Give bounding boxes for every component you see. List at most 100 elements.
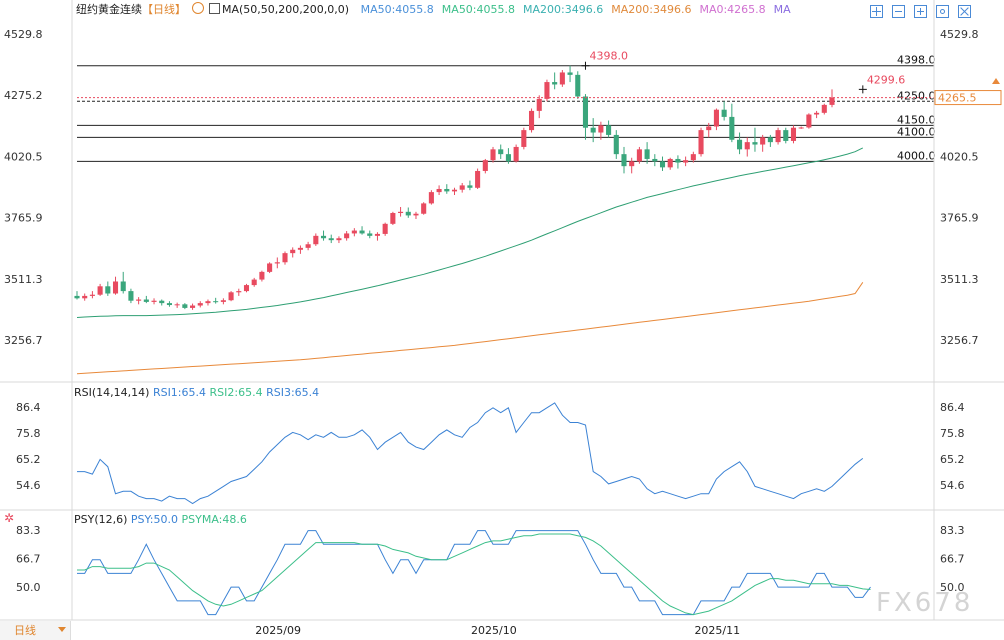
rsi-legend: RSI(14,14,14) RSI1:65.4 RSI2:65.4 RSI3:6… [74, 386, 319, 399]
candle-body [428, 192, 434, 204]
candle-body [744, 142, 750, 150]
psyma-value: PSYMA:48.6 [181, 513, 247, 526]
candle-body [760, 137, 766, 145]
candle-body [467, 185, 473, 188]
ma-value-5: MA [773, 3, 791, 16]
candle-body [544, 82, 550, 99]
candle-body [475, 170, 481, 188]
price-tick-left: 3256.7 [4, 334, 43, 347]
candle-body [683, 160, 689, 163]
candle-body [267, 263, 273, 272]
ma200-line [76, 282, 864, 375]
candle-body [120, 281, 126, 292]
candle-body [351, 230, 357, 234]
candle-body [652, 158, 658, 162]
candle-body [737, 139, 743, 150]
price-tick-right: 4529.8 [940, 28, 979, 41]
candle-body [136, 299, 142, 301]
candle-body [451, 189, 458, 192]
candle-body [505, 154, 511, 162]
candle-body [783, 130, 789, 141]
candle-body [259, 271, 265, 280]
candle-body [413, 213, 419, 216]
candle-body [398, 211, 404, 214]
rsi-tick-right: 65.2 [940, 453, 965, 466]
candle-body [482, 160, 488, 171]
dropdown-arrow-icon [58, 627, 66, 632]
candle-body [159, 300, 165, 304]
period-tab-label: 日线 [14, 624, 36, 637]
ma-params: MA(50,50,200,200,0,0) [222, 3, 350, 16]
candle-body [305, 244, 311, 248]
price-tick-right: 3765.9 [940, 212, 979, 225]
price-tick-right: 4020.5 [940, 150, 979, 163]
rsi-tick-left: 75.8 [16, 427, 41, 440]
candle-body [220, 300, 226, 302]
candle-body [713, 109, 719, 127]
indicator-gear-icon[interactable]: ✲ [4, 511, 15, 525]
candle-body [74, 295, 80, 299]
candle-body [328, 238, 334, 241]
crosshair-icon[interactable] [870, 5, 883, 18]
rsi-tick-left: 54.6 [16, 479, 41, 492]
psy-tick-left: 83.3 [16, 524, 41, 537]
x-axis-label: 2025/09 [255, 624, 301, 637]
period-tab[interactable]: 日线 [0, 621, 71, 640]
candle-body [174, 304, 180, 306]
rsi-tick-left: 65.2 [16, 453, 41, 466]
close-icon[interactable] [958, 5, 972, 18]
price-tick-left: 3765.9 [4, 212, 43, 225]
candle-body [790, 127, 797, 141]
ma-value-1: MA50:4055.8 [441, 3, 516, 16]
toolbar [870, 3, 972, 18]
candle-body [290, 249, 296, 254]
candle-body [636, 149, 642, 162]
price-tick-left: 4529.8 [4, 28, 43, 41]
psy-legend: PSY(12,6) PSY:50.0 PSYMA:48.6 [74, 513, 247, 526]
candle-body [698, 130, 704, 155]
candle-body [313, 235, 319, 245]
candle-body [82, 295, 88, 299]
rsi3-value: RSI3:65.4 [266, 386, 320, 399]
price-level-label: 4100.0 [897, 125, 936, 138]
candle-body [613, 134, 619, 155]
candle-body [236, 291, 242, 293]
candle-body [89, 294, 95, 296]
candle-body [798, 127, 804, 129]
rsi-title: RSI(14,14,14) [74, 386, 150, 399]
candle-body [598, 125, 604, 133]
candle-body [320, 235, 327, 239]
candle-body [367, 233, 373, 236]
candle-body [498, 149, 504, 155]
candle-body [359, 230, 365, 234]
candle-body [675, 158, 681, 163]
price-level-label: 4250.0 [897, 89, 936, 102]
candle-body [559, 72, 565, 85]
annotation-label: 4398.0 [589, 50, 628, 63]
psy-line [77, 530, 871, 616]
gear-icon[interactable] [936, 5, 950, 18]
candle-body [459, 185, 465, 190]
x-axis-label: 2025/10 [471, 624, 517, 637]
ma-toggle-icon[interactable] [209, 3, 220, 14]
candle-body [336, 238, 342, 241]
x-axis-label: 2025/11 [694, 624, 740, 637]
candle-body [621, 154, 627, 167]
settings-icon[interactable] [191, 2, 204, 14]
price-tick-left: 4020.5 [4, 150, 43, 163]
price-tick-left: 3511.3 [4, 273, 43, 286]
price-tick-right: 3256.7 [940, 334, 979, 347]
period-label: 【日线】 [142, 3, 186, 16]
candle-body [582, 96, 589, 128]
candle-body [297, 247, 303, 250]
ma-values: MA50:4055.8 MA50:4055.8 MA200:3496.6 MA200:… [361, 3, 799, 16]
candle-body [806, 114, 812, 128]
candle-body [243, 285, 250, 292]
candle-body [390, 213, 396, 224]
candle-body [374, 233, 381, 236]
main-legend: 纽约黄金连续【日线】 MA(50,50,200,200,0,0) MA50:40… [76, 2, 799, 18]
zoom-in-icon[interactable] [914, 5, 928, 18]
candle-body [112, 281, 119, 294]
zoom-out-icon[interactable] [892, 5, 906, 18]
